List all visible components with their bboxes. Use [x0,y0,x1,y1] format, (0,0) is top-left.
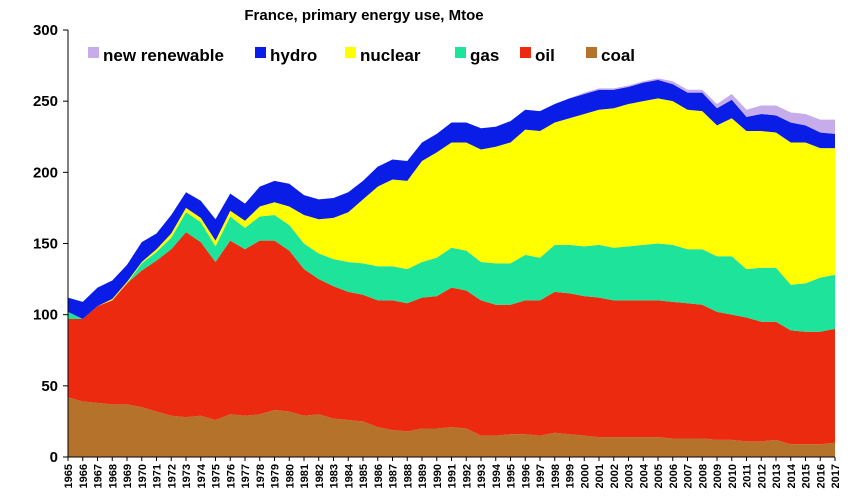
y-tick-label: 100 [33,307,58,324]
legend-swatch-oil [520,47,531,58]
x-tick-label: 1989 [417,464,429,488]
x-tick-label: 2005 [653,464,665,488]
x-tick-label: 2003 [624,464,636,488]
legend: new renewable hydro nuclear gas oil coal [88,46,635,65]
x-tick-label: 1967 [93,464,105,488]
x-tick-label: 1966 [78,464,90,488]
legend-label-new-renewable: new renewable [103,46,224,65]
chart-title: France, primary energy use, Mtoe [244,7,483,24]
x-tick-label: 1994 [491,463,503,488]
x-tick-label: 2001 [594,464,606,488]
x-tick-label: 1991 [447,464,459,488]
x-tick-label: 2014 [786,463,798,488]
x-tick-label: 1984 [343,463,355,488]
y-tick-label: 50 [41,378,58,395]
x-tick-label: 1988 [402,464,414,488]
x-tick-label: 1972 [166,464,178,488]
x-tick-label: 1973 [181,464,193,488]
legend-label-gas: gas [470,46,499,65]
x-tick-label: 1965 [63,464,75,488]
x-tick-label: 1979 [270,464,282,488]
x-tick-label: 1977 [240,464,252,488]
x-tick-label: 1995 [506,464,518,488]
legend-label-oil: oil [535,46,555,65]
legend-label-hydro: hydro [270,46,317,65]
x-tick-label: 2006 [668,464,680,488]
legend-swatch-nuclear [345,47,356,58]
x-tick-label: 1975 [211,464,223,488]
x-tick-label: 1968 [107,464,119,488]
x-tick-label: 2007 [683,464,695,488]
legend-swatch-gas [455,47,466,58]
x-tick-label: 1993 [476,464,488,488]
x-tick-label: 1983 [329,464,341,488]
legend-swatch-new-renewable [88,47,99,58]
y-tick-label: 150 [33,236,58,253]
x-tick-label: 2016 [815,464,827,488]
x-tick-label: 2009 [712,464,724,488]
legend-swatch-coal [586,47,597,58]
x-tick-label: 2015 [801,464,813,488]
x-tick-label: 1999 [565,464,577,488]
y-tick-label: 250 [33,93,58,110]
x-tick-label: 1990 [432,464,444,488]
x-tick-label: 2017 [830,464,842,488]
legend-label-nuclear: nuclear [360,46,421,65]
x-tick-label: 1971 [152,464,164,488]
x-tick-label: 2013 [771,464,783,488]
x-tick-label: 2008 [697,464,709,488]
x-tick-label: 2010 [727,464,739,488]
x-tick-label: 1997 [535,464,547,488]
x-tick-label: 1986 [373,464,385,488]
x-tick-label: 1969 [122,464,134,488]
y-tick-label: 300 [33,22,58,39]
area-layer [68,78,835,457]
x-tick-label: 1987 [388,464,400,488]
series-area-oil [68,232,835,445]
x-tick-label: 1978 [255,464,267,488]
y-tick-label: 200 [33,164,58,181]
x-tick-label: 1974 [196,463,208,488]
x-tick-label: 2000 [579,464,591,488]
x-tick-label: 2011 [742,464,754,488]
x-tick-label: 2012 [756,464,768,488]
x-tick-label: 1992 [461,464,473,488]
x-tick-label: 2004 [638,463,650,488]
series-area-gas [68,212,835,332]
series-area-nuclear [68,98,835,319]
series-area-hydro [68,79,835,319]
x-tick-label: 1976 [225,464,237,488]
legend-label-coal: coal [601,46,635,65]
x-tick-label: 1996 [520,464,532,488]
x-tick-label: 1981 [299,464,311,488]
legend-swatch-hydro [255,47,266,58]
x-tick-label: 1970 [137,464,149,488]
y-tick-label: 0 [50,449,58,466]
x-tick-label: 1982 [314,464,326,488]
x-tick-label: 1998 [550,464,562,488]
x-tick-label: 1985 [358,464,370,488]
x-tick-label: 1980 [284,464,296,488]
x-tick-label: 2002 [609,464,621,488]
